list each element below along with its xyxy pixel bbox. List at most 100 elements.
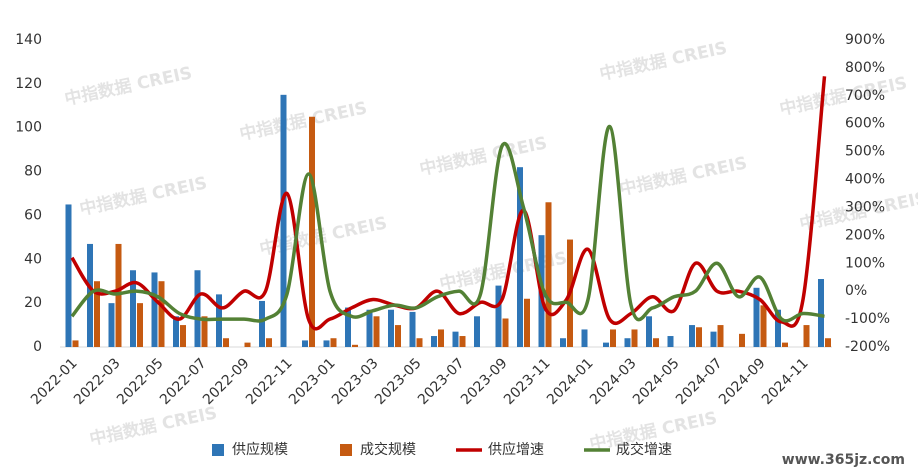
y2-tick-label: -200% bbox=[845, 339, 890, 355]
bar bbox=[94, 281, 100, 347]
bar bbox=[266, 338, 272, 347]
bar bbox=[431, 336, 437, 347]
x-tick-label: 2024-11 bbox=[759, 355, 812, 408]
bar bbox=[667, 336, 674, 347]
bar bbox=[373, 316, 380, 347]
x-tick-label: 2024-09 bbox=[716, 355, 769, 408]
bar bbox=[646, 316, 652, 347]
bar bbox=[610, 329, 616, 347]
line bbox=[70, 76, 827, 331]
bar bbox=[259, 300, 265, 347]
y2-tick-label: 500% bbox=[845, 144, 885, 160]
y2-tick-label: 600% bbox=[845, 116, 885, 132]
legend-label: 供应规模 bbox=[232, 441, 288, 458]
x-tick-label: 2023-03 bbox=[329, 355, 382, 408]
y2-tick-label: 400% bbox=[845, 172, 885, 188]
x-tick-label: 2022-11 bbox=[243, 355, 296, 408]
bar bbox=[151, 272, 158, 347]
x-tick-label: 2024-03 bbox=[587, 355, 640, 408]
bar bbox=[158, 281, 165, 347]
watermark: 中指数据 CREIS bbox=[78, 172, 209, 220]
bar bbox=[545, 202, 552, 347]
bar bbox=[775, 309, 781, 347]
y2-tick-label: 800% bbox=[845, 60, 885, 76]
bar bbox=[459, 336, 466, 347]
bar bbox=[517, 167, 523, 347]
bar bbox=[581, 329, 588, 347]
y-tick-label: 40 bbox=[24, 251, 42, 267]
watermark: 中指数据 CREIS bbox=[63, 62, 194, 110]
bar bbox=[502, 318, 509, 347]
bar bbox=[409, 311, 416, 347]
bar bbox=[603, 342, 609, 347]
y2-tick-label: 200% bbox=[845, 227, 885, 243]
x-tick-label: 2023-07 bbox=[415, 355, 468, 408]
bar bbox=[438, 329, 444, 347]
watermark: 中指数据 CREIS bbox=[238, 97, 369, 145]
y2-tick-label: 300% bbox=[845, 199, 885, 215]
legend-label: 成交增速 bbox=[616, 441, 672, 458]
bar bbox=[739, 333, 745, 347]
bar bbox=[631, 329, 638, 347]
bar bbox=[244, 342, 251, 347]
bar bbox=[180, 325, 186, 347]
bar bbox=[825, 338, 831, 347]
y-tick-label: 120 bbox=[15, 76, 42, 92]
bar bbox=[818, 279, 824, 347]
legend-swatch bbox=[340, 444, 352, 456]
bar bbox=[330, 338, 337, 347]
watermark: 中指数据 CREIS bbox=[618, 152, 749, 200]
y-tick-label: 140 bbox=[15, 32, 42, 48]
bar bbox=[130, 270, 136, 347]
bar bbox=[388, 309, 394, 347]
bar bbox=[782, 342, 788, 347]
bar bbox=[309, 116, 315, 347]
x-tick-label: 2023-01 bbox=[286, 355, 339, 408]
bar bbox=[560, 338, 566, 347]
bar bbox=[72, 340, 79, 347]
source: www.365jz.com bbox=[782, 452, 905, 468]
bar bbox=[352, 344, 358, 347]
legend-swatch bbox=[212, 444, 224, 456]
bar bbox=[366, 309, 373, 347]
bar bbox=[760, 305, 767, 347]
y-tick-label: 60 bbox=[24, 207, 42, 223]
bar bbox=[624, 338, 631, 347]
bar bbox=[137, 303, 143, 347]
bar bbox=[108, 303, 115, 347]
bar bbox=[696, 327, 702, 347]
bar bbox=[474, 316, 480, 347]
bar bbox=[416, 338, 423, 347]
bar bbox=[302, 340, 308, 347]
y2-tick-label: 900% bbox=[845, 32, 885, 48]
watermark: 中指数据 CREIS bbox=[778, 72, 909, 120]
bar bbox=[280, 94, 287, 347]
bar bbox=[803, 325, 810, 347]
y-tick-label: 0 bbox=[33, 339, 42, 355]
bar bbox=[65, 204, 72, 347]
bar bbox=[173, 316, 179, 347]
y2-tick-label: -100% bbox=[845, 311, 890, 327]
x-tick-label: 2024-07 bbox=[673, 355, 726, 408]
watermark: 中指数据 CREIS bbox=[598, 37, 729, 85]
bar bbox=[689, 325, 695, 347]
bar bbox=[495, 285, 502, 347]
x-tick-label: 2023-11 bbox=[501, 355, 554, 408]
bar bbox=[653, 338, 659, 347]
x-tick-label: 2024-01 bbox=[544, 355, 597, 408]
watermark: 中指数据 CREIS bbox=[88, 402, 219, 450]
x-tick-label: 2022-07 bbox=[157, 355, 210, 408]
bar bbox=[223, 338, 229, 347]
x-tick-label: 2023-05 bbox=[372, 355, 425, 408]
bar bbox=[345, 307, 351, 347]
x-tick-label: 2022-03 bbox=[71, 355, 124, 408]
watermark: 中指数据 CREIS bbox=[418, 132, 549, 180]
y2-tick-label: 100% bbox=[845, 255, 885, 271]
y-tick-label: 100 bbox=[15, 120, 42, 136]
bar bbox=[194, 270, 201, 347]
bar bbox=[717, 325, 724, 347]
x-tick-label: 2024-05 bbox=[630, 355, 683, 408]
y-tick-label: 20 bbox=[24, 295, 42, 311]
legend-label: 供应增速 bbox=[488, 441, 544, 458]
